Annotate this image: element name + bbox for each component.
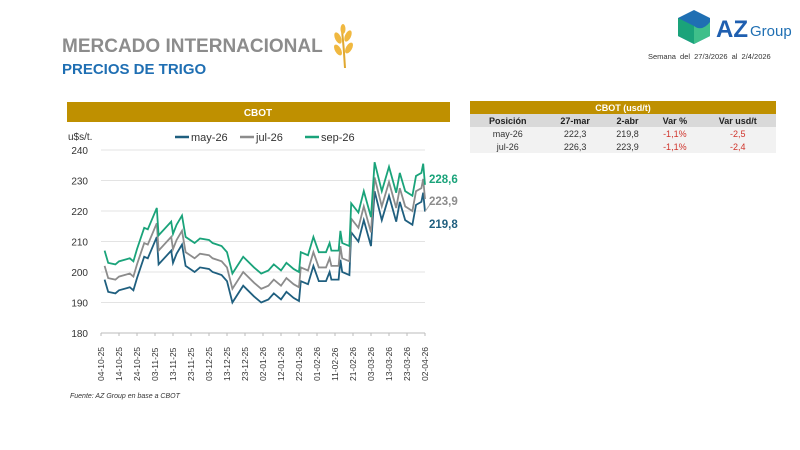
- end-label-sep-26: 228,6: [429, 174, 458, 186]
- x-tick-label: 21-02-26: [348, 347, 358, 381]
- chart-title: CBOT: [244, 108, 272, 119]
- week-sep: al: [731, 52, 738, 61]
- legend-label: sep-26: [321, 132, 355, 144]
- x-tick-label: 03-12-25: [204, 347, 214, 381]
- cell: 219,8: [604, 127, 651, 140]
- svg-text:Group: Group: [750, 23, 792, 40]
- x-tick-label: 23-03-26: [402, 347, 412, 381]
- y-tick-label: 200: [71, 268, 88, 279]
- x-tick-label: 23-11-25: [186, 347, 196, 381]
- col-header: Var usd/t: [699, 114, 776, 127]
- col-header: 27-mar: [545, 114, 605, 127]
- cell: -2,4: [699, 140, 776, 153]
- page-title: MERCADO INTERNACIONAL: [62, 36, 323, 57]
- y-tick-label: 240: [71, 146, 88, 157]
- x-tick-label: 22-01-26: [294, 347, 304, 381]
- x-tick-label: 11-02-26: [330, 347, 340, 381]
- chart-title-bar: [67, 102, 450, 122]
- week-range: Semana del 27/3/2026 al 2/4/2026: [648, 52, 771, 61]
- cell: may-26: [470, 127, 546, 140]
- legend-label: may-26: [191, 132, 228, 144]
- series-line-sep-26: [103, 161, 426, 276]
- table-row: may-26 222,3 219,8 -1,1% -2,5: [470, 127, 776, 140]
- table-title: CBOT (usd/t): [470, 101, 776, 114]
- source-note: Fuente: AZ Group en base a CBOT: [70, 393, 180, 400]
- series-line-jul-26: [103, 177, 426, 292]
- series-line-may-26: [103, 190, 426, 305]
- az-group-logo: AZ Group: [676, 8, 796, 53]
- cbot-price-table: CBOT (usd/t) Posición 27-mar 2-abr Var %…: [470, 101, 776, 153]
- y-tick-label: 180: [71, 329, 88, 340]
- col-header: Posición: [470, 114, 546, 127]
- cell: jul-26: [470, 140, 546, 153]
- page-subtitle: PRECIOS DE TRIGO: [62, 61, 207, 78]
- cell: -1,1%: [650, 127, 700, 140]
- x-tick-label: 14-10-25: [114, 347, 124, 381]
- y-tick-label: 220: [71, 207, 88, 218]
- x-tick-label: 03-03-26: [366, 347, 376, 381]
- y-tick-label: 190: [71, 299, 88, 310]
- x-tick-label: 02-04-26: [420, 347, 430, 381]
- x-tick-label: 02-01-26: [258, 347, 268, 381]
- week-label: Semana del: [648, 52, 691, 61]
- y-tick-label: 210: [71, 238, 88, 249]
- x-tick-label: 01-02-26: [312, 347, 322, 381]
- y-tick-label: 230: [71, 177, 88, 188]
- cell: -2,5: [699, 127, 776, 140]
- x-tick-label: 12-01-26: [276, 347, 286, 381]
- x-tick-label: 13-12-25: [222, 347, 232, 381]
- svg-text:AZ: AZ: [716, 16, 748, 43]
- cell: 223,9: [604, 140, 651, 153]
- week-from: 27/3/2026: [694, 52, 728, 61]
- cell: -1,1%: [650, 140, 700, 153]
- x-tick-label: 13-11-25: [168, 347, 178, 381]
- table-row: jul-26 226,3 223,9 -1,1% -2,4: [470, 140, 776, 153]
- y-axis-label: u$s/t.: [68, 132, 92, 143]
- x-tick-label: 03-11-25: [150, 347, 160, 381]
- leader-line: [424, 202, 432, 212]
- legend-label: jul-26: [255, 132, 283, 144]
- x-tick-label: 23-12-25: [240, 347, 250, 381]
- col-header: Var %: [650, 114, 700, 127]
- wheat-icon: [334, 24, 353, 68]
- x-tick-label: 24-10-25: [132, 347, 142, 381]
- end-label-may-26: 219,8: [429, 219, 458, 231]
- col-header: 2-abr: [604, 114, 651, 127]
- x-tick-label: 13-03-26: [384, 347, 394, 381]
- cell: 222,3: [545, 127, 605, 140]
- cell: 226,3: [545, 140, 605, 153]
- week-to: 2/4/2026: [741, 52, 771, 61]
- x-tick-label: 04-10-25: [96, 347, 106, 381]
- end-label-jul-26: 223,9: [429, 196, 458, 208]
